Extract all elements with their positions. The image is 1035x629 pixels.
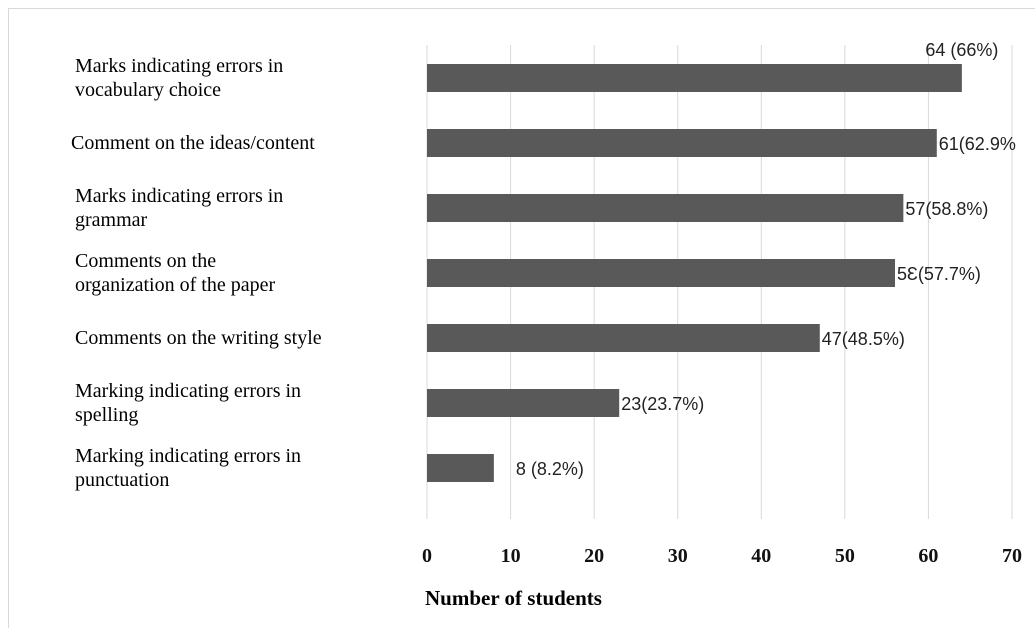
x-tick-label: 60 [918, 545, 938, 567]
bar [427, 454, 494, 482]
chart-frame: Marks indicating errors in vocabulary cho… [8, 8, 1035, 628]
category-label: Marks indicating errors in grammar [75, 185, 283, 231]
category-label: Marking indicating errors in spelling [75, 380, 301, 426]
x-tick-label: 20 [584, 545, 604, 567]
data-label: 61(62.9% [939, 134, 1016, 154]
bar-chart: Marks indicating errors in vocabulary cho… [71, 40, 1022, 610]
x-tick-label: 30 [668, 545, 688, 567]
x-tick-label: 0 [422, 545, 432, 567]
x-tick-label: 50 [835, 545, 855, 567]
bar [427, 389, 620, 417]
category-label: Comments on the writing style [75, 327, 322, 349]
x-tick-layer: 0 10 20 30 40 50 60 70 [422, 545, 1022, 567]
bar [427, 324, 820, 352]
category-label: Comment on the ideas/content [71, 132, 315, 154]
data-label: 64 (66%) [925, 40, 998, 60]
data-label: 47(48.5%) [822, 329, 905, 349]
data-label: 23(23.7%) [621, 394, 704, 414]
bar [427, 194, 904, 222]
bar [427, 259, 895, 287]
category-label-layer: Marks indicating errors in vocabulary cho… [71, 55, 322, 491]
x-tick-label: 40 [751, 545, 771, 567]
bar-layer [427, 64, 962, 482]
data-label: 8 (8.2%) [516, 459, 584, 479]
x-tick-label: 10 [501, 545, 521, 567]
bar [427, 129, 937, 157]
bar [427, 64, 962, 92]
category-label: Marks indicating errors in vocabulary cho… [75, 55, 283, 101]
data-label-layer: 64 (66%) 61(62.9% 57(58.8%) 5Ɛ(57.7%) 47(48.… [516, 40, 1016, 479]
data-label: 5Ɛ(57.7%) [897, 264, 981, 284]
x-tick-label: 70 [1002, 545, 1022, 567]
category-label: Comments on the organization of the paper [75, 250, 275, 296]
category-label: Marking indicating errors in punctuation [75, 445, 301, 491]
data-label: 57(58.8%) [905, 199, 988, 219]
x-axis-title: Number of students [425, 586, 602, 610]
